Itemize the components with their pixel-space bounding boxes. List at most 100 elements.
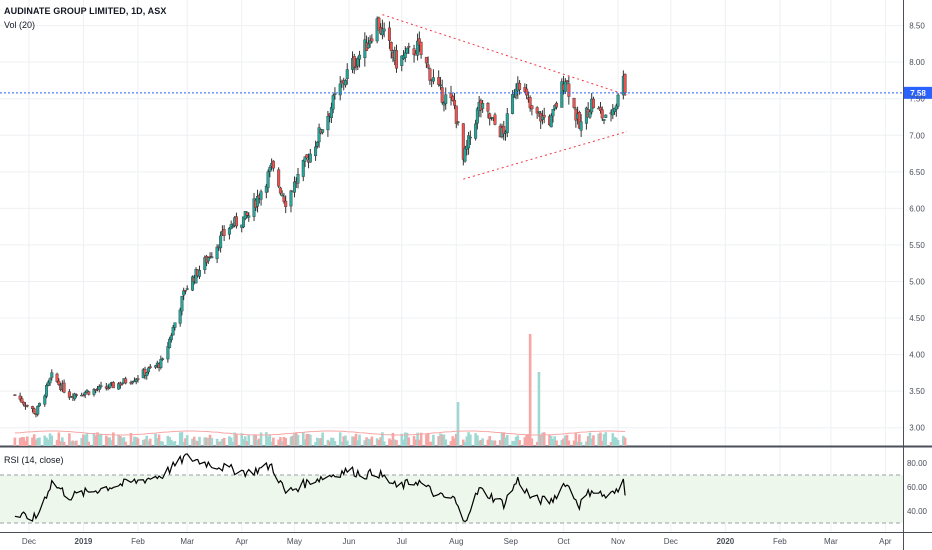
volume-bar bbox=[379, 437, 382, 446]
volume-bar bbox=[541, 432, 544, 446]
candle-body bbox=[268, 167, 272, 172]
candle-body bbox=[245, 212, 249, 216]
candle-body bbox=[488, 113, 492, 120]
volume-bar bbox=[69, 441, 73, 446]
volume-bar bbox=[13, 437, 17, 446]
volume-bar bbox=[131, 441, 134, 446]
volume-bar bbox=[354, 433, 358, 446]
candle-body bbox=[338, 83, 342, 96]
price-tick-label: 3.50 bbox=[909, 387, 925, 396]
volume-bar bbox=[456, 402, 460, 446]
volume-bar bbox=[303, 439, 307, 446]
volume-bar bbox=[365, 437, 368, 446]
volume-bar bbox=[171, 441, 175, 446]
volume-bar bbox=[182, 441, 185, 446]
volume-bar bbox=[342, 436, 346, 446]
volume-bar bbox=[38, 437, 41, 446]
candle-body bbox=[468, 136, 472, 139]
volume-bar bbox=[141, 439, 145, 446]
volume-bar bbox=[252, 434, 256, 446]
volume-bar bbox=[134, 437, 138, 446]
volume-bar bbox=[476, 435, 479, 446]
candle-body bbox=[428, 68, 432, 81]
volume-bar bbox=[258, 438, 261, 446]
volume-bar bbox=[119, 436, 122, 446]
candle-body bbox=[358, 54, 362, 60]
volume-bar bbox=[83, 434, 87, 446]
volume-bar bbox=[210, 438, 214, 446]
time-tick-label: 2019 bbox=[75, 537, 93, 546]
candle-body bbox=[451, 96, 455, 101]
candle-body bbox=[57, 380, 61, 385]
candle-body bbox=[525, 88, 529, 96]
volume-bar bbox=[133, 436, 136, 446]
volume-bar bbox=[462, 439, 465, 446]
volume-bar bbox=[567, 440, 571, 446]
volume-bar bbox=[296, 434, 300, 446]
volume-bar bbox=[282, 436, 286, 446]
volume-bar bbox=[61, 437, 64, 446]
last-price-label: 7.58 bbox=[910, 89, 926, 98]
volume-bar bbox=[178, 432, 182, 446]
candle-body bbox=[551, 109, 555, 117]
candle-body bbox=[210, 256, 214, 259]
candle-body bbox=[282, 196, 286, 202]
time-tick-label: Aug bbox=[449, 537, 463, 546]
volume-bar bbox=[537, 372, 541, 446]
candle-body bbox=[331, 95, 335, 110]
volume-bar bbox=[553, 436, 557, 446]
volume-bar bbox=[481, 438, 484, 446]
volume-bar bbox=[94, 435, 98, 446]
candle-body bbox=[424, 56, 428, 64]
volume-bar bbox=[192, 436, 196, 446]
candle-body bbox=[437, 77, 441, 85]
rsi-tick-label: 60.00 bbox=[907, 483, 928, 492]
volume-bar bbox=[309, 434, 312, 446]
volume-bar bbox=[99, 433, 103, 446]
candle-body bbox=[30, 406, 34, 410]
volume-bar bbox=[191, 438, 194, 446]
candle-body bbox=[111, 382, 115, 389]
candle-body bbox=[382, 28, 386, 32]
candle-body bbox=[530, 105, 534, 110]
last-price-tag bbox=[904, 86, 932, 99]
volume-bar bbox=[590, 438, 593, 446]
candle-body bbox=[419, 41, 423, 55]
volume-bar bbox=[600, 440, 604, 446]
volume-bar bbox=[356, 440, 360, 446]
volume-bar bbox=[92, 432, 96, 446]
volume-bar bbox=[122, 437, 126, 446]
candle-body bbox=[178, 309, 182, 324]
candle-body bbox=[616, 94, 620, 107]
price-tick-label: 8.00 bbox=[909, 58, 925, 67]
volume-bar bbox=[500, 432, 504, 446]
price-tick-label: 5.50 bbox=[909, 241, 925, 250]
volume-bar bbox=[565, 434, 569, 446]
volume-bar bbox=[265, 432, 268, 446]
candle-body bbox=[131, 381, 135, 384]
candle-body bbox=[579, 121, 583, 131]
volume-bar bbox=[268, 434, 272, 446]
volume-bar bbox=[345, 440, 349, 446]
candle-body bbox=[198, 270, 202, 277]
volume-bar bbox=[363, 440, 367, 446]
candle-body bbox=[403, 52, 407, 58]
volume-bar bbox=[382, 441, 386, 446]
volume-bar bbox=[454, 433, 458, 446]
volume-bar bbox=[185, 435, 189, 446]
candle-body bbox=[169, 335, 173, 341]
rsi-tick-label: 80.00 bbox=[907, 459, 928, 468]
volume-bar bbox=[36, 437, 40, 446]
volume-bar bbox=[449, 441, 453, 446]
volume-bar bbox=[170, 439, 173, 446]
volume-bar bbox=[405, 432, 409, 446]
candle-body bbox=[83, 392, 87, 395]
price-tick-label: 5.00 bbox=[909, 277, 925, 286]
volume-bar bbox=[358, 434, 361, 446]
price-tick-label: 4.50 bbox=[909, 314, 925, 323]
volume-bar bbox=[62, 441, 66, 446]
price-tick-label: 6.00 bbox=[909, 204, 925, 213]
volume-bar bbox=[326, 439, 330, 446]
volume-bar bbox=[513, 440, 516, 446]
volume-bar bbox=[613, 436, 616, 446]
